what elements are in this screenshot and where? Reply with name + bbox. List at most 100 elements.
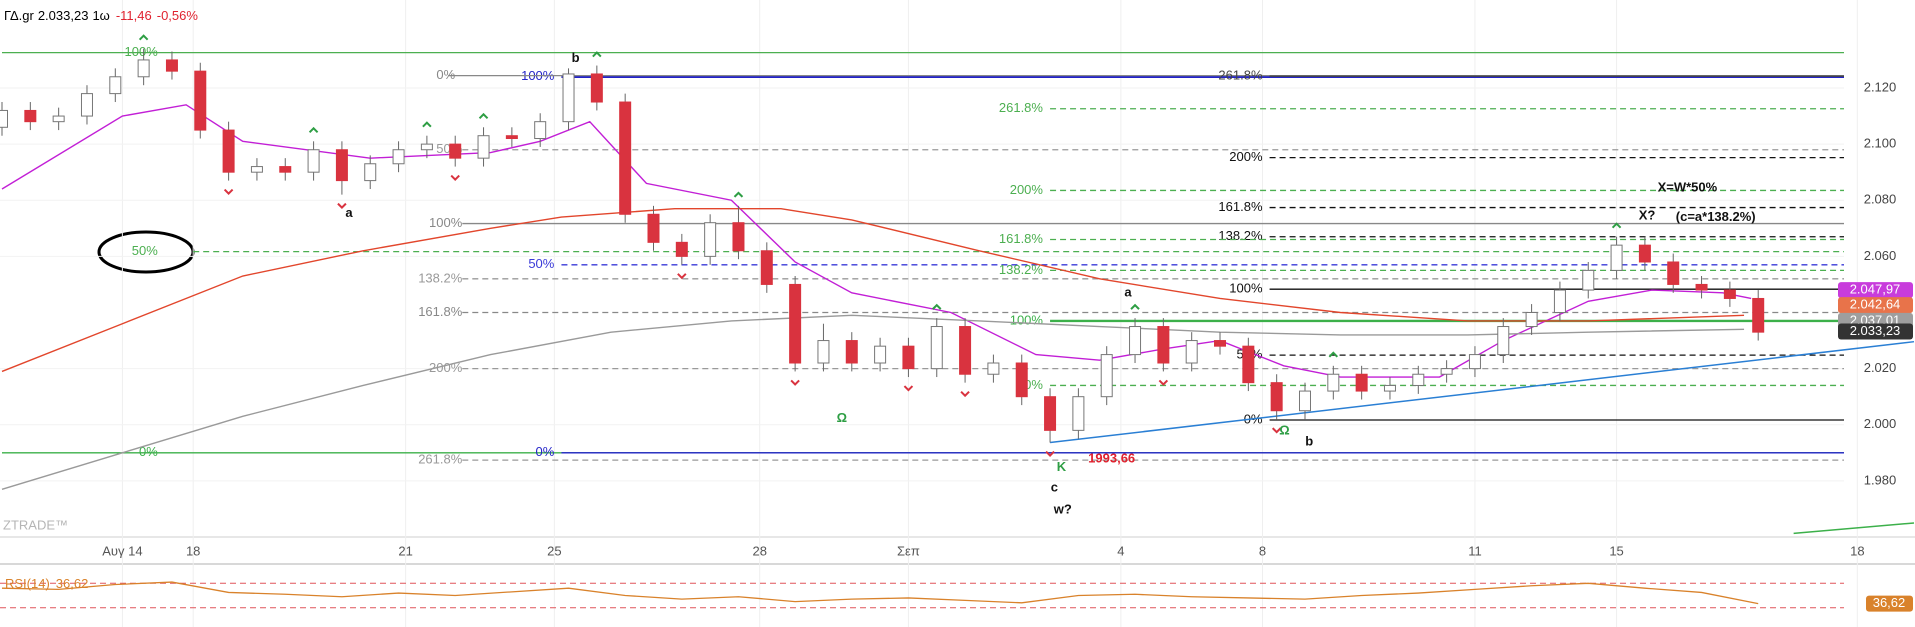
fractal-down [1271, 427, 1282, 434]
fib-label: 138.2% [999, 262, 1044, 277]
candle-body [24, 109, 37, 123]
candle-body [534, 121, 547, 140]
candle-body [1214, 340, 1227, 347]
candle-body [449, 143, 462, 159]
change-pct: -0,56% [157, 8, 199, 23]
candle-body [0, 109, 8, 128]
candle-body [477, 135, 490, 159]
candle-body [1582, 269, 1595, 291]
candle-body [987, 362, 1000, 375]
y-tick-label: 2.100 [1864, 136, 1897, 151]
y-tick-label: 2.020 [1864, 360, 1897, 375]
rsi-title: RSI(14) [5, 576, 50, 591]
wave-annotation: X? [1639, 208, 1656, 223]
fractal-down [903, 385, 914, 392]
candle-body [1298, 390, 1311, 412]
fractal-down [337, 202, 347, 210]
wave-annotation: b [1305, 433, 1313, 448]
y-tick-label: 2.060 [1864, 248, 1897, 263]
fractal-down [223, 188, 234, 196]
candle-body [307, 149, 320, 173]
candle-body [505, 135, 518, 140]
x-tick-label: Αυγ 14 [102, 543, 142, 558]
candle-body [1383, 384, 1396, 392]
wave-annotation: c [1051, 480, 1058, 495]
candle-body [1185, 340, 1198, 364]
x-tick-label: 18 [186, 543, 200, 558]
candle-body [704, 222, 717, 257]
candle-body [1355, 373, 1368, 392]
candle-body [732, 222, 745, 252]
trend-line [1049, 340, 1915, 444]
fib-label: 0% [536, 444, 555, 459]
fractal-up [1130, 303, 1140, 310]
x-tick-label: 21 [398, 543, 412, 558]
candle-body [817, 340, 830, 364]
fractal-down [960, 390, 970, 398]
candle-body [335, 149, 348, 182]
candle-body [1412, 373, 1425, 386]
candle-body [1638, 244, 1651, 263]
fib-label: 261.8% [999, 100, 1044, 115]
wave-annotation: K [1057, 459, 1067, 474]
candle-body [137, 59, 150, 78]
candle-body [590, 73, 603, 103]
fractal-up [308, 126, 319, 134]
fib-label: 100% [1010, 312, 1044, 327]
fib-label: 200% [1229, 149, 1263, 164]
wave-annotation: b [572, 50, 580, 65]
candle-body [1129, 326, 1142, 356]
wave-annotation: Ω [1279, 422, 1289, 437]
candle-body [845, 340, 858, 364]
fib-label: 138.2% [418, 270, 463, 285]
candle-body [874, 345, 887, 364]
price-label: 2.047,97 [1850, 282, 1901, 297]
moving-average [1, 207, 1745, 373]
x-tick-label: 8 [1259, 543, 1266, 558]
rsi-line [1, 581, 1759, 605]
fib-label: 138.2% [1218, 228, 1263, 243]
fractal-up [733, 191, 744, 198]
rsi-badge-label: 36,62 [1873, 595, 1906, 610]
candle-body [1072, 396, 1085, 431]
rsi-badge [1866, 595, 1913, 612]
fib-label: 161.8% [1218, 199, 1263, 214]
fractal-down [677, 273, 687, 280]
candle-body [1440, 368, 1453, 375]
x-tick-label: 28 [752, 543, 766, 558]
candle-body [1723, 289, 1736, 299]
fib-label: 50% [132, 243, 158, 258]
candle-body [420, 143, 433, 151]
candle-body [364, 163, 377, 182]
watermark: ZTRADE™ [3, 517, 68, 532]
candle-body [902, 345, 915, 370]
trend-line [1793, 522, 1915, 535]
candle-body [562, 73, 575, 123]
fractal-up [1328, 351, 1339, 358]
candle-body [1327, 373, 1340, 392]
candle-body [1497, 326, 1510, 356]
fractal-down [1045, 450, 1055, 457]
wave-annotation: a [1124, 284, 1132, 299]
rsi-header: RSI(14) 36,62 [5, 576, 88, 591]
candle-body [1044, 396, 1057, 431]
price-label-box [1838, 282, 1913, 299]
price-label-box [1838, 297, 1913, 314]
x-tick-label: Σεπ [897, 543, 920, 558]
header: ΓΔ.gr 2.033,23 1ω -11,46 -0,56% [4, 8, 198, 23]
y-tick-label: 2.120 [1864, 79, 1897, 94]
candle-body [109, 76, 122, 95]
y-tick-label: 2.000 [1864, 416, 1897, 431]
fractal-up [478, 112, 489, 119]
candle-body [194, 70, 207, 131]
y-tick-label: 2.080 [1864, 192, 1897, 207]
candle-body [250, 166, 263, 173]
candle-body [1553, 289, 1566, 313]
change: -11,46 [116, 8, 152, 23]
fib-label: 100% [125, 44, 159, 59]
fractal-down [1158, 379, 1169, 386]
y-tick-label: 1.980 [1864, 472, 1897, 487]
x-tick-label: 4 [1117, 543, 1124, 558]
